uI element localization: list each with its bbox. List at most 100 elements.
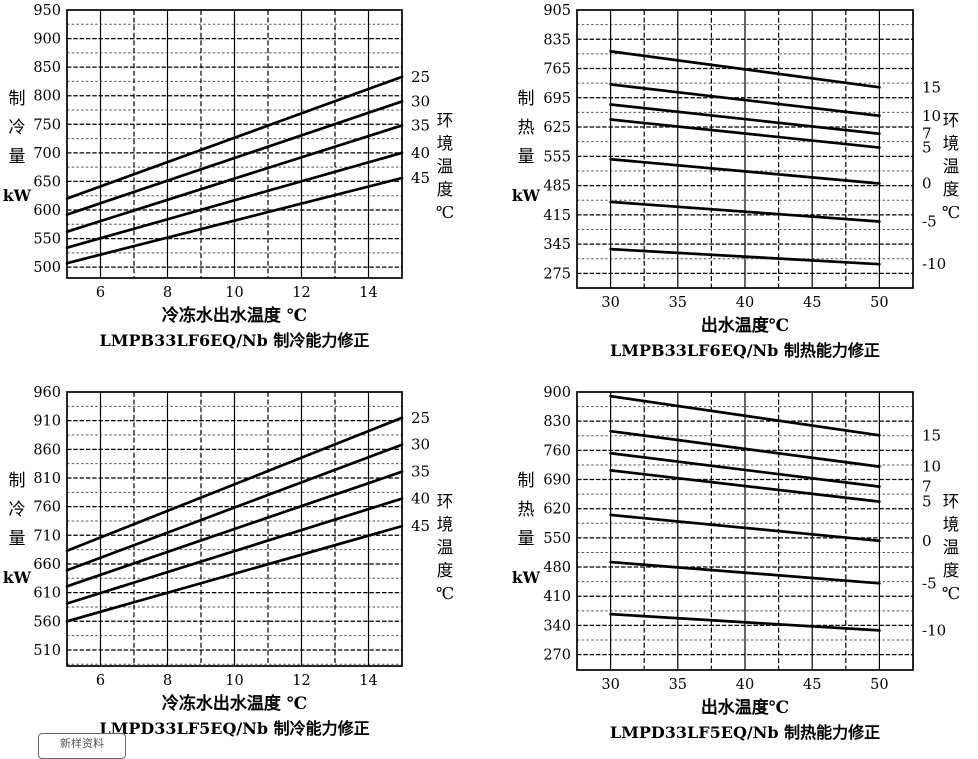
y-tick-label: 800	[33, 89, 61, 105]
series-label: 5	[922, 139, 932, 157]
series-label: 10	[922, 107, 941, 125]
series-line-5	[609, 469, 881, 503]
series-line-30	[65, 443, 404, 572]
series-line-35	[65, 470, 404, 588]
y-tick-label: 415	[543, 208, 571, 224]
y-tick-label: 835	[543, 32, 571, 48]
y-tick-label: 710	[33, 528, 61, 544]
series-line-30	[65, 100, 404, 216]
chart-canvas: 1510750-5-109058357656956255554854153452…	[512, 3, 960, 311]
y-tick-label: 620	[543, 502, 571, 518]
series-label: 45	[411, 517, 430, 535]
y-tick-label: 950	[33, 3, 61, 19]
x-tick-label: 35	[669, 295, 687, 311]
series-lines: 25 30 35 40 45	[65, 409, 430, 623]
series-label: 5	[922, 493, 932, 511]
x-tick-label: 12	[292, 285, 310, 301]
series-label: 0	[922, 532, 932, 550]
y-tick-label: 560	[33, 614, 61, 630]
y-tick-label: 345	[543, 237, 571, 253]
gridlines	[577, 10, 913, 288]
y-tick-label: 480	[543, 560, 571, 576]
series-label: 10	[922, 458, 941, 476]
y-axis-title-char: 量	[518, 529, 535, 549]
y-tick-label: 760	[543, 443, 571, 459]
x-tick-label: 10	[225, 673, 243, 689]
x-axis-title: 冷冻水出水温度 ℃	[161, 306, 308, 326]
right-axis-title-char: 度	[943, 180, 960, 199]
x-tick-label: 14	[359, 285, 377, 301]
y-axis-title-char: 量	[9, 147, 26, 167]
series-line-45	[65, 176, 404, 265]
right-axis-title-char: 温	[437, 157, 454, 176]
y-axis-unit: kW	[512, 568, 541, 587]
y-tick-label: 765	[543, 62, 571, 78]
series-line-0	[609, 157, 881, 185]
gridlines	[67, 392, 402, 666]
gridlines	[67, 10, 402, 278]
right-axis-title-char: 温	[943, 157, 960, 176]
y-tick-label: 810	[33, 471, 61, 487]
x-tick-label: 8	[163, 673, 172, 689]
y-tick-label: 550	[33, 232, 61, 248]
chart-title: LMPD33LF5EQ/Nb 制冷能力修正	[99, 719, 370, 738]
y-axis-title-char: 制	[9, 89, 26, 109]
right-axis-title-char: ℃	[436, 203, 454, 222]
series-line-25	[65, 416, 404, 553]
chart-lmpb33lf6eq-heating: 15 10 7 5 0 -5 -10 905 835 765 695 625 555 485 415 345 2…	[489, 0, 978, 374]
right-axis-title-char: 环	[943, 111, 960, 130]
y-tick-label: 690	[543, 473, 571, 489]
series-label: 25	[411, 68, 430, 86]
chart-canvas: 1510750-5-109008307606906205504804103402…	[512, 385, 960, 693]
y-axis-unit: kW	[3, 568, 32, 587]
y-tick-label: 340	[543, 618, 571, 634]
y-tick-label: 850	[33, 60, 61, 76]
y-axis-title-char: 冷	[9, 118, 26, 138]
y-tick-label: 600	[33, 203, 61, 219]
series-line-45	[65, 524, 404, 623]
chart-canvas: 2530354045960910860810760710660610560510…	[3, 385, 454, 689]
series-label: -10	[922, 621, 946, 639]
series-label: 35	[411, 463, 430, 481]
x-tick-label: 50	[870, 295, 888, 311]
series-line--10	[609, 612, 881, 632]
y-tick-label: 900	[543, 385, 571, 401]
right-axis-title-char: 度	[943, 561, 960, 580]
y-axis-title-char: 量	[9, 529, 26, 549]
y-tick-label: 625	[543, 120, 571, 136]
chart-lmpb33lf6eq-cooling: 25 30 35 40 45 950 900 850 800 750 700 650 600 550 500…	[0, 0, 489, 374]
y-tick-label: 410	[543, 589, 571, 605]
series-label: -5	[922, 574, 937, 592]
y-tick-label: 270	[543, 648, 571, 664]
right-axis-title-char: 环	[437, 492, 454, 511]
series-label: 7	[922, 125, 932, 143]
right-axis-title-char: 境	[437, 515, 454, 534]
series-line--5	[609, 560, 881, 585]
y-tick-label: 555	[543, 149, 571, 165]
y-tick-label: 760	[33, 500, 61, 516]
y-tick-label: 500	[33, 260, 61, 276]
right-axis-title-char: ℃	[942, 203, 960, 222]
plot-border	[576, 391, 914, 671]
series-line-40	[65, 497, 404, 605]
series-label: 40	[411, 490, 430, 508]
series-line-5	[609, 118, 881, 149]
y-tick-label: 960	[33, 385, 61, 401]
x-tick-label: 8	[163, 285, 172, 301]
series-lines: 15 10 75 0 -5 -10	[609, 394, 946, 639]
series-label: 7	[922, 478, 932, 496]
y-tick-label: 695	[543, 91, 571, 107]
series-label: 15	[922, 426, 941, 444]
series-label: 40	[411, 144, 430, 162]
y-axis-title-char: 量	[518, 147, 535, 167]
y-tick-label: 275	[543, 266, 571, 282]
x-tick-label: 45	[803, 295, 821, 311]
right-axis-title-char: 温	[943, 538, 960, 557]
y-axis-title-char: 热	[518, 118, 535, 138]
right-axis-title-char: 境	[943, 515, 960, 534]
series-line-10	[609, 429, 881, 468]
x-tick-label: 45	[803, 677, 821, 693]
right-axis-title-char: 境	[943, 134, 960, 153]
right-axis-title-char: 境	[437, 134, 454, 153]
